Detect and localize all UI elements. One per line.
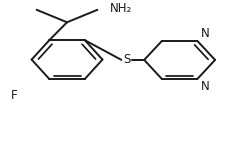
Text: N: N [200,80,208,93]
Text: NH₂: NH₂ [110,2,132,15]
Text: F: F [11,89,17,102]
Text: N: N [200,27,208,40]
Text: S: S [122,53,130,66]
